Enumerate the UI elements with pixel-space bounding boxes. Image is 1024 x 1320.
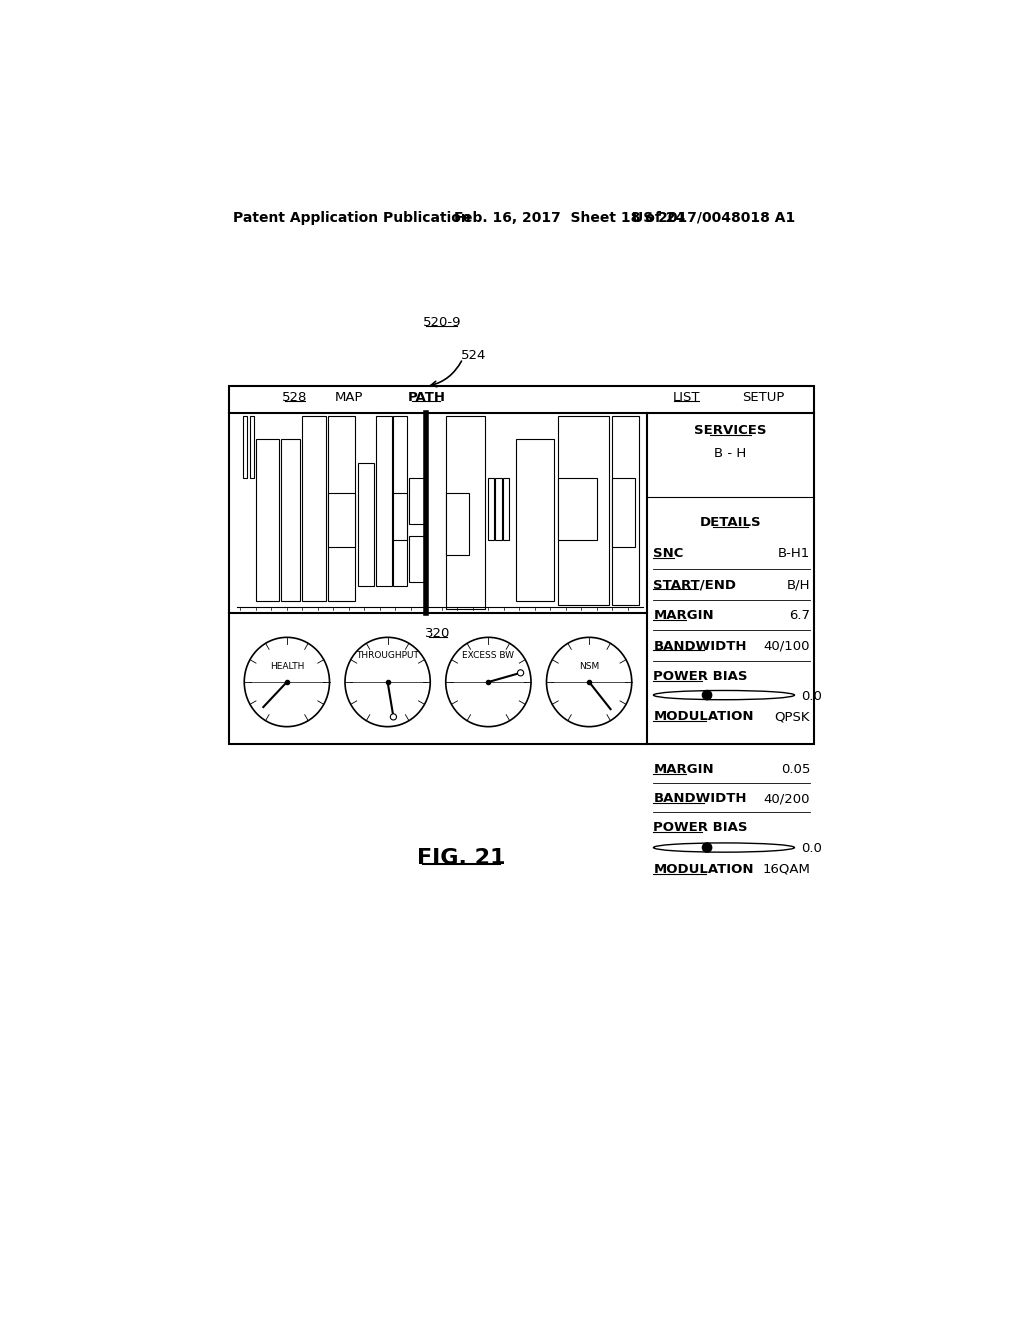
Text: MODULATION: MODULATION	[653, 710, 754, 723]
Text: MODULATION: MODULATION	[653, 863, 754, 876]
Circle shape	[390, 714, 396, 719]
Text: BANDWIDTH: BANDWIDTH	[653, 792, 746, 805]
Text: US 2017/0048018 A1: US 2017/0048018 A1	[632, 211, 795, 224]
Circle shape	[517, 669, 523, 676]
Bar	[611, 416, 639, 605]
Text: SETUP: SETUP	[742, 391, 784, 404]
Text: 6.7: 6.7	[790, 609, 810, 622]
Text: B - H: B - H	[715, 447, 746, 461]
Circle shape	[702, 690, 712, 700]
Text: B/H: B/H	[786, 578, 810, 591]
Ellipse shape	[345, 638, 430, 726]
Text: Patent Application Publication: Patent Application Publication	[232, 211, 470, 224]
Text: POWER BIAS: POWER BIAS	[653, 671, 748, 684]
Text: 320: 320	[425, 627, 451, 640]
Text: MARGIN: MARGIN	[653, 763, 714, 776]
Text: EXCESS BW: EXCESS BW	[463, 651, 514, 660]
Bar	[515, 440, 554, 601]
Bar	[243, 416, 247, 478]
Bar	[281, 440, 300, 601]
Text: POWER BIAS: POWER BIAS	[653, 821, 748, 834]
Text: 528: 528	[282, 391, 307, 404]
Bar	[558, 478, 597, 540]
Text: QPSK: QPSK	[774, 710, 810, 723]
Text: B-H1: B-H1	[778, 548, 810, 560]
Text: START/END: START/END	[653, 578, 736, 591]
Bar	[445, 494, 469, 554]
Bar	[376, 416, 391, 586]
Bar	[445, 416, 484, 609]
Text: MARGIN: MARGIN	[653, 609, 714, 622]
Text: FIG. 21: FIG. 21	[417, 847, 506, 867]
Bar	[251, 416, 254, 478]
Text: MAP: MAP	[335, 391, 364, 404]
Bar	[393, 416, 407, 586]
Bar	[256, 440, 280, 601]
Bar	[409, 478, 424, 524]
Text: 16QAM: 16QAM	[762, 863, 810, 876]
Bar	[611, 478, 635, 548]
Bar	[409, 536, 424, 582]
Text: SERVICES: SERVICES	[694, 424, 767, 437]
Bar	[228, 385, 814, 743]
Bar	[487, 478, 494, 540]
Text: 40/100: 40/100	[764, 640, 810, 652]
Text: 40/200: 40/200	[764, 792, 810, 805]
Text: LIST: LIST	[672, 391, 699, 404]
Text: 0.05: 0.05	[780, 763, 810, 776]
Circle shape	[702, 843, 712, 853]
Text: DETAILS: DETAILS	[699, 516, 762, 529]
Ellipse shape	[547, 638, 632, 726]
Bar	[358, 462, 374, 586]
Bar	[302, 416, 326, 601]
Text: SNC: SNC	[653, 548, 684, 560]
Ellipse shape	[445, 638, 531, 726]
Bar	[328, 494, 355, 548]
Text: 0.0: 0.0	[801, 842, 821, 855]
Ellipse shape	[653, 690, 795, 700]
Text: THROUGHPUT: THROUGHPUT	[356, 651, 419, 660]
Bar	[503, 478, 509, 540]
Text: 520-9: 520-9	[423, 317, 461, 329]
Bar	[328, 416, 355, 601]
Text: HEALTH: HEALTH	[269, 663, 304, 671]
Bar	[558, 416, 608, 605]
Ellipse shape	[245, 638, 330, 726]
Bar	[496, 478, 502, 540]
Text: 0.0: 0.0	[801, 689, 821, 702]
Ellipse shape	[653, 843, 795, 853]
Bar	[393, 494, 407, 540]
Text: Feb. 16, 2017  Sheet 18 of 24: Feb. 16, 2017 Sheet 18 of 24	[454, 211, 685, 224]
Text: NSM: NSM	[579, 663, 599, 671]
Text: 524: 524	[461, 350, 486, 363]
Text: PATH: PATH	[408, 391, 445, 404]
Text: BANDWIDTH: BANDWIDTH	[653, 640, 746, 652]
